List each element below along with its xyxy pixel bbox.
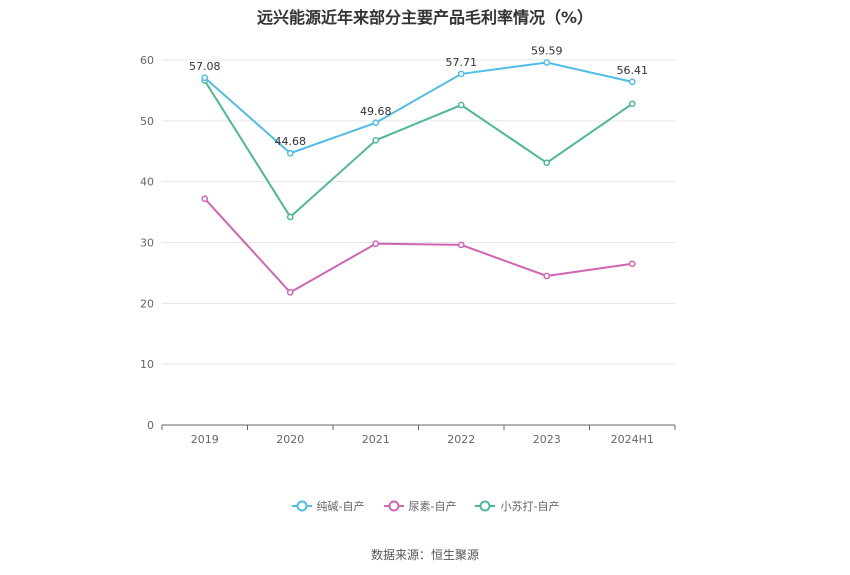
x-tick-label: 2020: [276, 433, 304, 446]
series-line: [204, 198, 633, 294]
data-point: [201, 195, 209, 203]
y-tick-label: 0: [147, 419, 154, 432]
data-point: [372, 136, 380, 144]
data-label: 59.59: [531, 44, 563, 57]
chart-legend: 纯碱-自产 尿素-自产 小苏打-自产: [0, 498, 850, 514]
data-label: 57.08: [189, 60, 221, 73]
legend-label: 小苏打-自产: [500, 500, 560, 513]
source-note: 数据来源：恒生聚源: [370, 548, 479, 562]
data-point: [628, 260, 636, 268]
x-tick-label: 2022: [447, 433, 475, 446]
data-label: 44.68: [275, 135, 307, 148]
data-point: [628, 78, 636, 86]
legend-item[interactable]: 小苏打-自产: [474, 498, 559, 514]
x-tick-label: 2019: [191, 433, 219, 446]
data-point: [543, 272, 551, 280]
x-tick-label: 2021: [362, 433, 390, 446]
data-point: [457, 70, 465, 78]
data-point: [372, 119, 380, 127]
series-line: [203, 80, 633, 219]
y-tick-label: 10: [140, 358, 154, 371]
data-label: 49.68: [360, 105, 392, 118]
x-tick-label: 2024H1: [611, 433, 654, 446]
data-point: [286, 149, 294, 157]
y-tick-label: 60: [140, 54, 154, 67]
y-tick-label: 20: [140, 297, 154, 310]
legend-label: 尿素-自产: [408, 500, 457, 513]
line-chart: 0 10 20 30 40 50 60 2019 2020 2021 2022 2023 2024H1 5…: [140, 44, 676, 446]
y-tick-label: 40: [140, 176, 154, 189]
legend-item[interactable]: 纯碱-自产: [291, 498, 365, 514]
data-point: [457, 241, 465, 249]
data-point: [286, 289, 294, 296]
data-label: 57.71: [446, 56, 478, 69]
series-line: [204, 61, 633, 155]
x-tick-label: 2023: [533, 433, 561, 446]
chart-title: 远兴能源近年来部分主要产品毛利率情况（%）: [256, 8, 594, 27]
data-point: [457, 101, 465, 109]
data-label: 56.41: [617, 64, 649, 77]
data-point: [543, 59, 551, 66]
data-point: [372, 240, 380, 248]
legend-swatch: [383, 500, 404, 512]
legend-item[interactable]: 尿素-自产: [383, 498, 457, 514]
legend-label: 纯碱-自产: [316, 500, 365, 513]
data-point: [286, 213, 294, 221]
legend-swatch: [291, 500, 312, 512]
y-tick-label: 30: [140, 237, 154, 250]
data-point: [201, 74, 209, 82]
y-tick-label: 50: [140, 115, 154, 128]
data-point: [543, 159, 551, 167]
legend-swatch: [475, 500, 496, 512]
data-point: [628, 100, 636, 108]
